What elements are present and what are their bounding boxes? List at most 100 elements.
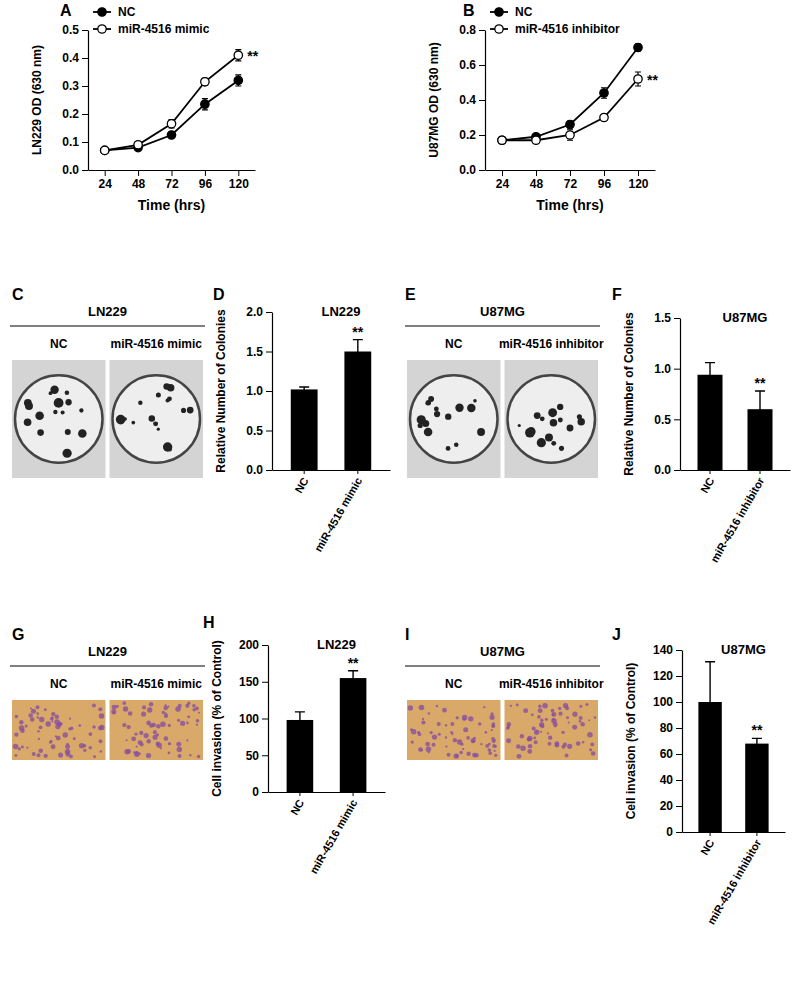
y-tick-mark [479, 170, 485, 171]
y-tick-mark [266, 312, 272, 313]
cell [554, 725, 556, 727]
cell [89, 746, 92, 749]
cell [472, 753, 477, 758]
cell [523, 708, 528, 713]
title-rule [405, 325, 600, 326]
panel-title: U87MG [480, 304, 525, 319]
bar [287, 720, 314, 792]
cell [112, 705, 117, 710]
cell [58, 752, 63, 757]
image-label: miR-4516 inhibitor [499, 677, 604, 691]
cell [563, 742, 567, 746]
y-tick-label: 0.2 [62, 107, 79, 121]
cell [126, 725, 130, 729]
series-line [105, 55, 239, 150]
colony [65, 429, 71, 435]
cell [594, 716, 597, 719]
cell [66, 752, 71, 757]
cell [186, 739, 188, 741]
y-tick: 0.0 [62, 163, 88, 177]
x-tick: miR-4516 mimic [307, 792, 359, 876]
panel-letter: F [612, 286, 622, 303]
cell [79, 743, 85, 749]
cell [532, 726, 536, 730]
x-tick-mark [710, 832, 711, 836]
y-tick-label: 0.1 [62, 135, 79, 149]
cell [540, 719, 543, 722]
cell [93, 755, 96, 758]
y-tick-mark [674, 369, 680, 370]
cell [488, 751, 492, 755]
colony [567, 425, 574, 432]
chart-title: U87MG [723, 310, 768, 325]
colony [78, 429, 87, 438]
y-tick-mark [262, 792, 268, 793]
y-tick-mark [266, 352, 272, 353]
cell [432, 734, 437, 739]
chart-title: LN229 [321, 304, 360, 319]
cell [51, 744, 56, 749]
x-tick-mark [756, 832, 757, 836]
y-tick-label: 0.0 [246, 463, 263, 477]
y-tick-mark [82, 170, 88, 171]
x-axis: NCmiR-4516 mimic [273, 470, 391, 554]
y-tick-mark [262, 682, 268, 683]
y-tick-mark [479, 100, 485, 101]
cell [494, 754, 497, 757]
cell [457, 739, 462, 744]
title-rule [405, 665, 600, 666]
y-tick-label: 0.0 [62, 163, 79, 177]
axis-line [681, 470, 791, 471]
cell [534, 740, 538, 744]
cell [156, 742, 160, 746]
chart-title: LN229 [317, 637, 356, 652]
colony [545, 433, 553, 441]
panel-letter: C [12, 286, 24, 303]
cell [187, 715, 190, 718]
x-tick: miR-4516 inhibitor [705, 832, 764, 926]
y-tick-mark [82, 86, 88, 87]
x-tick-mark [238, 170, 239, 176]
bar [698, 375, 723, 470]
colony [25, 402, 33, 410]
cell [164, 714, 168, 718]
colony [550, 419, 557, 426]
cell [192, 708, 196, 712]
image-frame [407, 360, 501, 478]
cell [533, 737, 536, 740]
cell [37, 753, 41, 757]
colony [454, 443, 459, 448]
y-tick-label: 140 [653, 643, 673, 657]
cell [13, 744, 19, 750]
cell [580, 722, 585, 727]
cell [160, 747, 162, 749]
error-bar [299, 387, 309, 392]
colony [65, 399, 71, 405]
cell [187, 702, 190, 705]
y-tick-label: 60 [660, 747, 674, 761]
cell [49, 741, 52, 744]
cell [99, 725, 104, 730]
cell [73, 737, 76, 740]
dish [113, 375, 201, 463]
cell [139, 731, 143, 735]
y-tick: 0.1 [62, 135, 88, 149]
point [498, 136, 506, 144]
cell [454, 753, 459, 758]
y-axis-title: Cell invasion (% of Control) [624, 663, 638, 820]
colony [434, 411, 440, 417]
cell [551, 709, 555, 713]
x-tick-label: 120 [229, 177, 249, 191]
colony [131, 421, 135, 425]
x-tick-label: NC [292, 475, 310, 495]
y-axis-title: LN229 OD (630 nm) [30, 45, 44, 155]
cell [466, 736, 470, 740]
cell [528, 744, 533, 749]
cell [78, 724, 81, 727]
panel-letter: D [213, 286, 225, 303]
colony [53, 410, 57, 414]
x-tick-mark [172, 170, 173, 176]
panel-letter: E [405, 286, 416, 303]
colony [548, 408, 557, 417]
image-frame [12, 700, 106, 760]
